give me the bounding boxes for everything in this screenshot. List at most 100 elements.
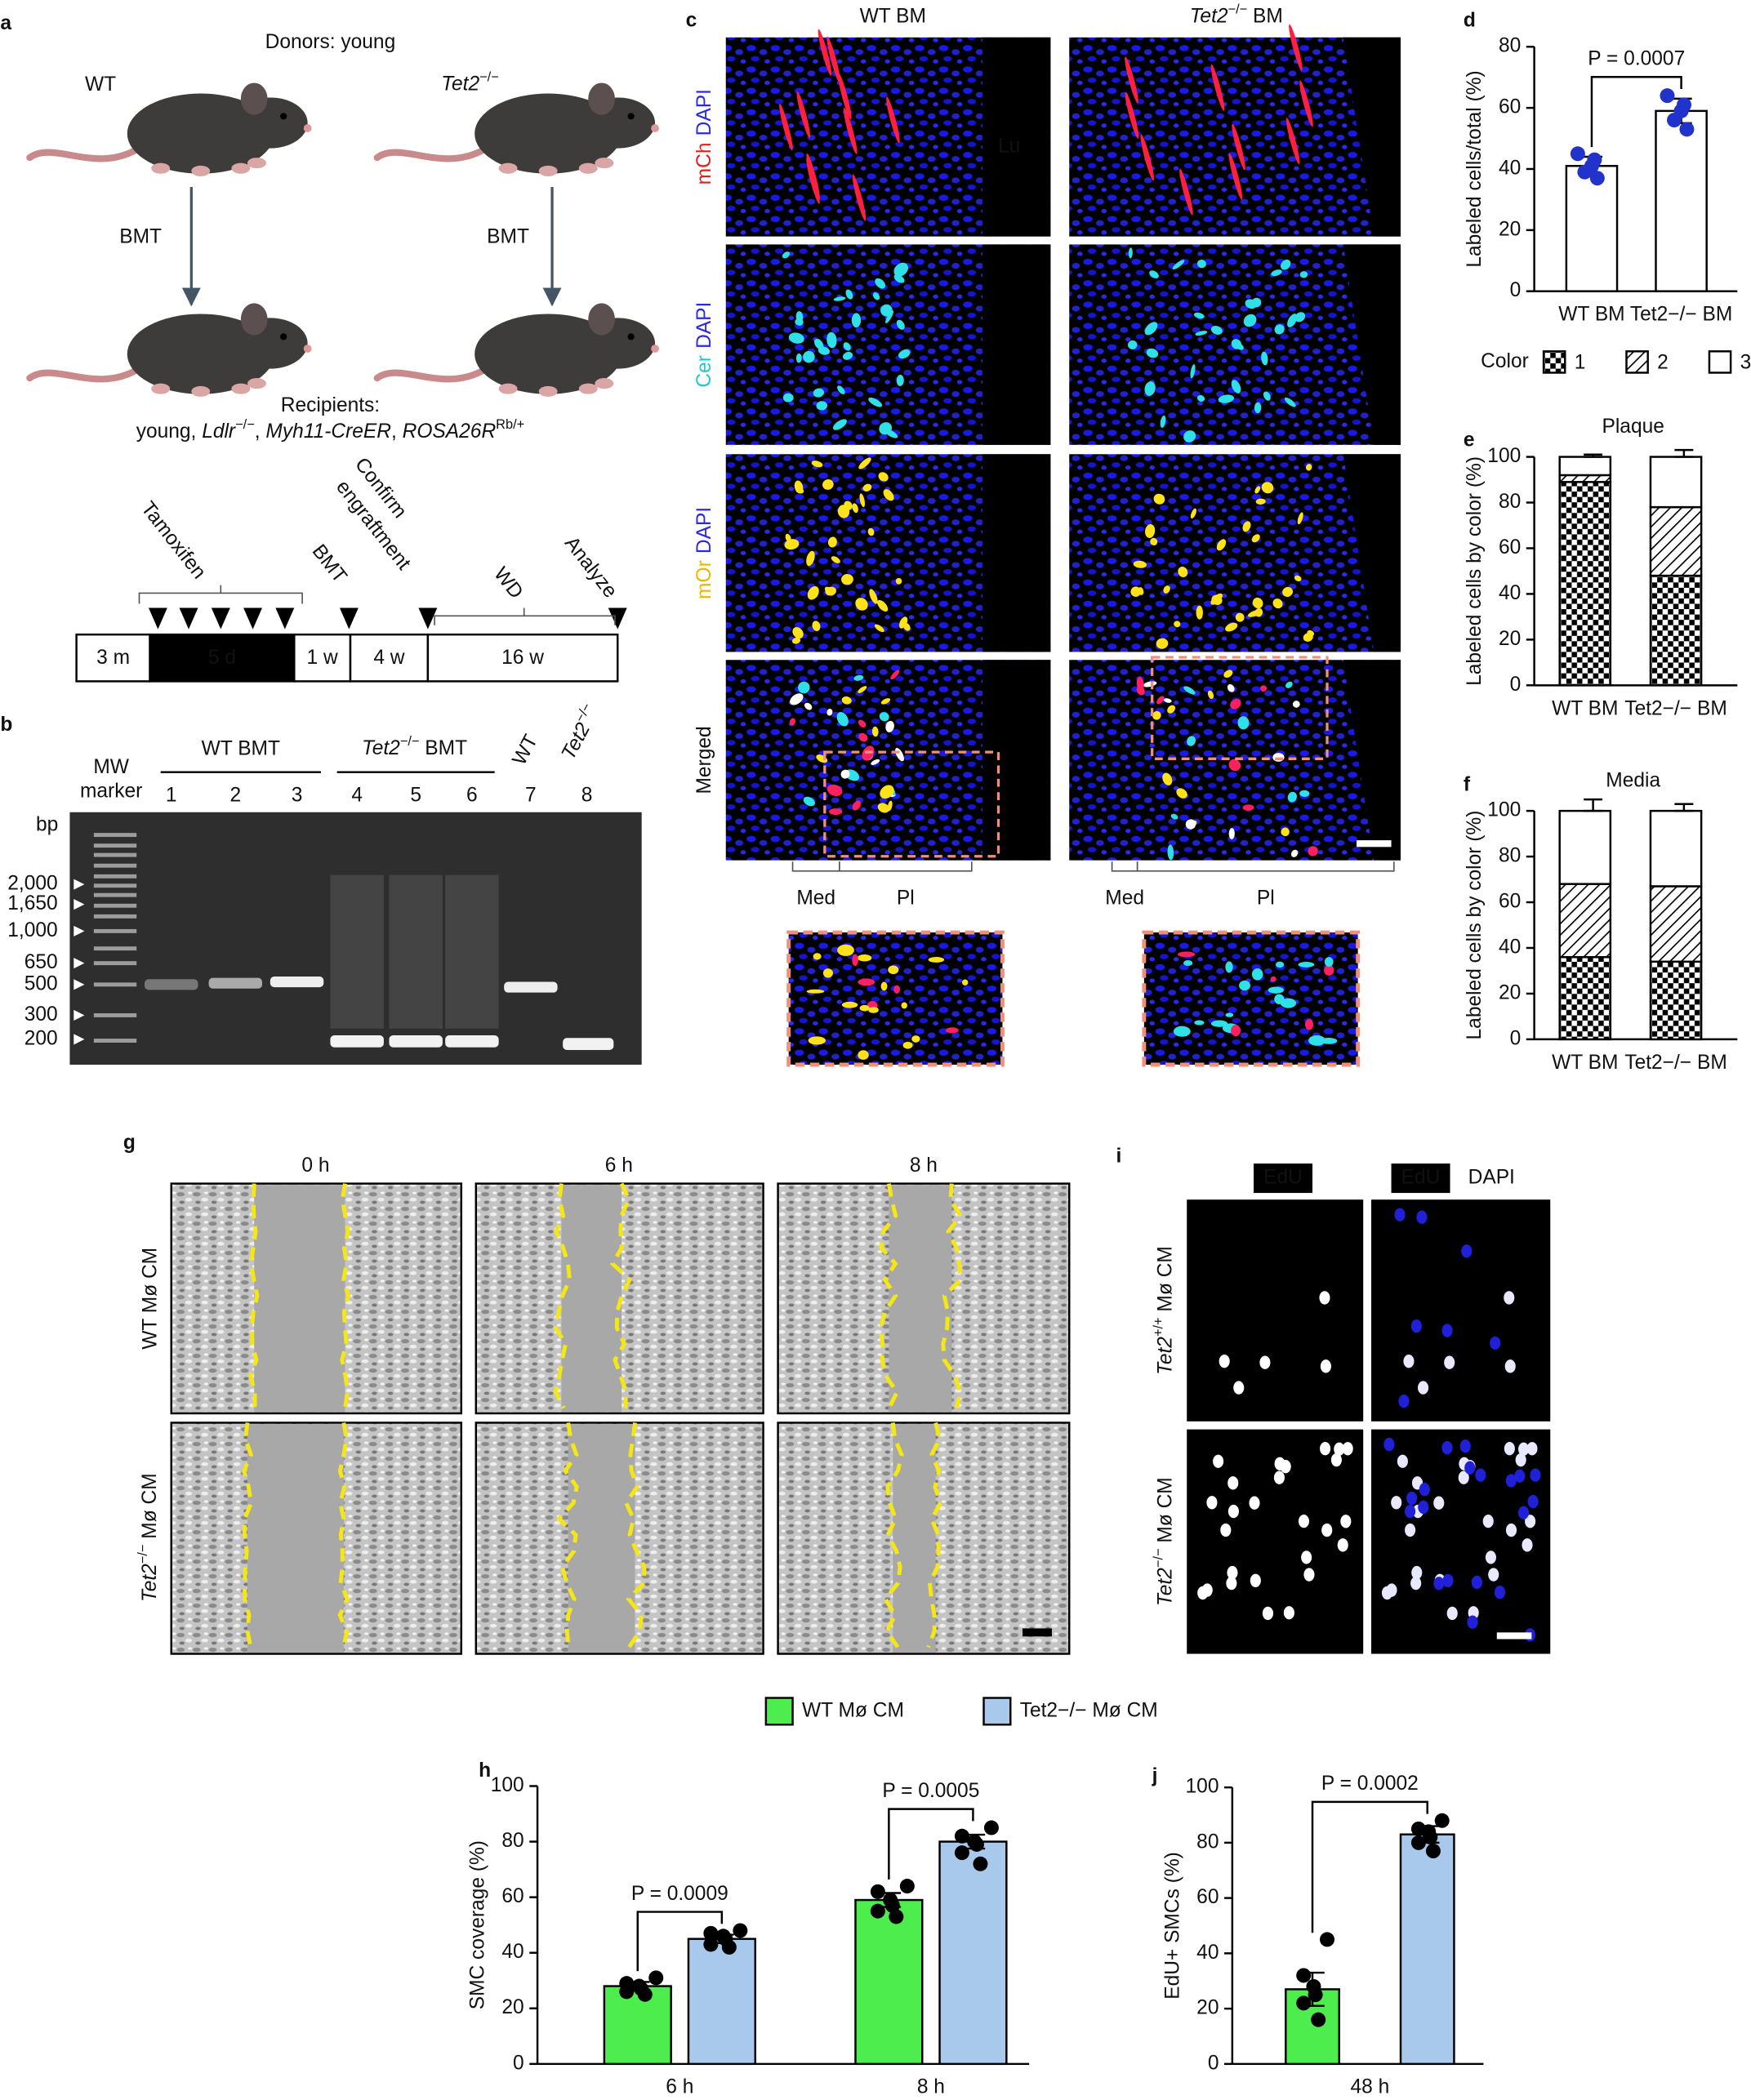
data-point: [1296, 1995, 1312, 2011]
roi-box: [1151, 656, 1329, 760]
data-point: [1311, 2012, 1326, 2027]
data-point: [883, 1893, 898, 1908]
nucleus: [1410, 1576, 1422, 1591]
cell-signal: [851, 313, 862, 328]
mouse-eye: [627, 113, 635, 120]
cell-signal: [1173, 1026, 1191, 1037]
timeline-marker: [608, 607, 627, 630]
cell-signal: [1152, 710, 1161, 720]
cell-signal: [902, 622, 911, 631]
bar-segment: [1649, 456, 1703, 509]
bar-segment: [1649, 809, 1703, 888]
label-box: [1254, 1163, 1313, 1194]
cell-signal: [833, 296, 846, 301]
timeline-period: 5 d: [208, 647, 236, 669]
nucleus: [1320, 1442, 1331, 1456]
nucleus: [1406, 1491, 1418, 1506]
nucleus: [1320, 1359, 1331, 1373]
bracket: [434, 607, 616, 625]
row-label-part: Mø CM: [140, 1473, 162, 1544]
data-point: [954, 1828, 969, 1844]
cell-signal: [842, 351, 853, 360]
inset-micrograph: [786, 930, 1005, 1067]
lane-label: 7: [525, 785, 537, 807]
cell-signal: [1268, 986, 1284, 994]
row-label: Tet2+/+ Mø CM: [1152, 1246, 1177, 1375]
column-header: 0 h: [301, 1155, 329, 1177]
data-point: [1589, 171, 1605, 186]
cell-signal: [1138, 587, 1144, 595]
data-point: [1660, 88, 1675, 104]
size-marker: [74, 1009, 85, 1021]
legend-label: WT Mø CM: [802, 1699, 904, 1721]
text-label: bp: [36, 814, 58, 836]
nucleus: [1321, 1523, 1333, 1537]
cell-signal: [858, 719, 867, 727]
bar-segment: [1558, 481, 1612, 687]
wound-edge: [248, 1183, 260, 1408]
cell-signal: [896, 375, 904, 386]
cell-signal: [1274, 324, 1285, 335]
size-label: 2,000: [7, 873, 57, 895]
nucleus: [1514, 1469, 1526, 1483]
cell-signal: [1252, 597, 1263, 609]
cell-signal: [1167, 844, 1174, 861]
cell-signal: [1272, 598, 1283, 609]
timeline-marker: [211, 607, 230, 630]
y-tick-label: 0: [513, 2052, 524, 2074]
mouse-eye: [280, 113, 287, 120]
nucleus: [1505, 1523, 1517, 1537]
cell-signal: [837, 385, 845, 394]
cell-signal: [852, 800, 862, 811]
scale-bar: [1496, 1632, 1532, 1640]
cell-signal: [826, 36, 840, 83]
cell-signal: [859, 493, 866, 508]
x-tick-label: 48 h: [1350, 2076, 1389, 2098]
legend-swatch: [982, 1697, 1012, 1726]
cell-signal: [1196, 394, 1205, 402]
nucleus: [1219, 1355, 1230, 1368]
cell-signal: [1190, 364, 1196, 379]
nucleus: [1505, 1474, 1517, 1488]
text-label-part: −/−: [400, 734, 420, 749]
nucleus: [1334, 1442, 1345, 1457]
x-tick-label: 6 h: [666, 2076, 693, 2098]
cell-signal: [1285, 681, 1293, 688]
cell-signal: [1167, 705, 1176, 714]
cell-signal: [857, 954, 872, 962]
data-point: [619, 1976, 635, 1991]
lane-label: 8: [581, 785, 593, 807]
cell-signal: [867, 527, 875, 536]
region-bracket: [1111, 861, 1138, 872]
cell-signal: [1297, 512, 1303, 525]
wound-edge: [553, 1183, 572, 1409]
legend-swatch: [1625, 350, 1649, 374]
cell-signal: [890, 670, 900, 680]
row-label-part: Tet2: [140, 1564, 162, 1602]
nucleus: [1391, 1496, 1402, 1510]
timeline-marker: [418, 607, 438, 630]
cell-signal: [1210, 326, 1223, 335]
cell-signal: [1254, 486, 1261, 494]
nucleus: [1340, 1515, 1352, 1528]
wound-edge: [242, 1422, 254, 1648]
cell-signal: [1324, 957, 1334, 967]
cell-signal: [1187, 736, 1196, 746]
data-point: [983, 1820, 999, 1835]
legend-label: 3: [1740, 352, 1751, 374]
text-label: WT: [85, 73, 116, 96]
timeline-marker: [179, 607, 198, 630]
cell-signal: [790, 693, 804, 705]
cell-signal: [806, 550, 815, 567]
nucleus: [1226, 1576, 1237, 1591]
y-tick-label: 20: [1196, 1997, 1219, 2019]
nucleus: [1220, 1523, 1232, 1537]
cell-signal: [813, 388, 824, 398]
mouse-foot: [538, 385, 558, 397]
region-label: Pl: [1257, 888, 1275, 910]
x-tick-label: 8 h: [917, 2076, 945, 2098]
cell-signal: [804, 702, 813, 710]
timeline-box: [75, 633, 151, 683]
cell-signal: [898, 349, 911, 359]
nucleus: [1442, 1573, 1454, 1588]
